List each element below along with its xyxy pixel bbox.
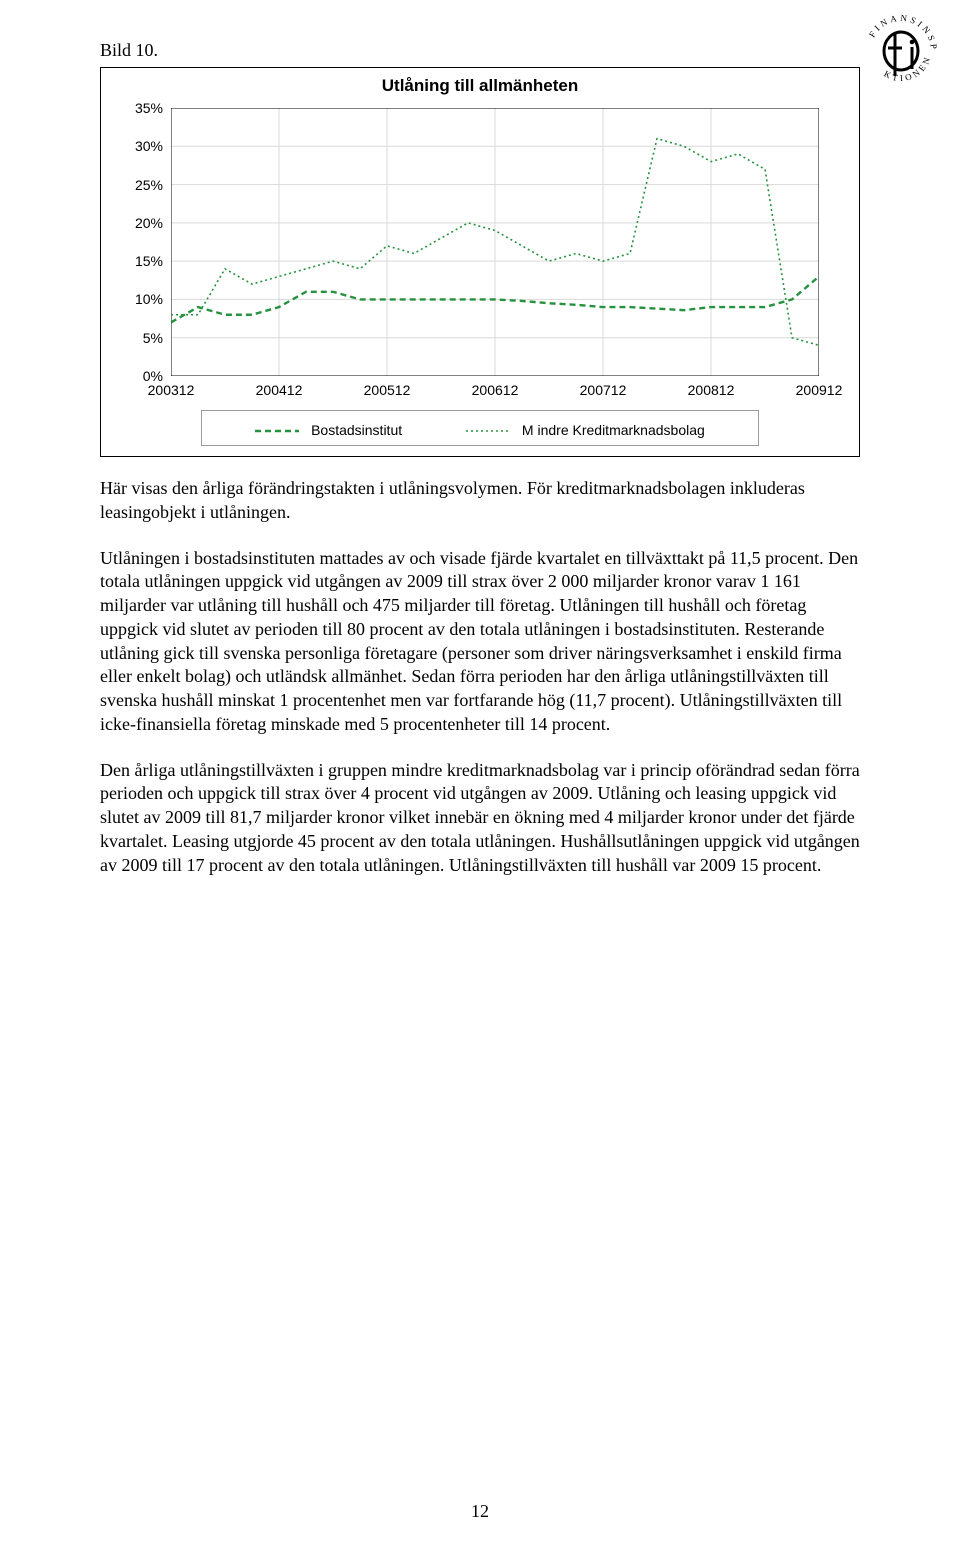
y-tick-label: 25% (135, 177, 163, 193)
para-body-2: Den årliga utlåningstillväxten i gruppen… (100, 759, 860, 878)
x-tick-label: 200612 (472, 382, 519, 398)
x-tick-label: 200412 (256, 382, 303, 398)
x-tick-label: 200712 (580, 382, 627, 398)
y-tick-label: 15% (135, 253, 163, 269)
legend-swatch-mindre (466, 413, 510, 449)
plot-area (171, 108, 819, 376)
figure-label: Bild 10. (100, 40, 860, 61)
y-tick-label: 30% (135, 138, 163, 154)
legend-swatch-bostad (255, 413, 299, 449)
legend-label-mindre: M indre Kreditmarknadsbolag (522, 422, 705, 438)
x-tick-label: 200912 (796, 382, 843, 398)
y-axis: 0%5%10%15%20%25%30%35% (101, 108, 171, 376)
para-body-1: Utlåningen i bostadsinstituten mattades … (100, 547, 860, 737)
x-axis: 2003122004122005122006122007122008122009… (171, 380, 819, 400)
y-tick-label: 20% (135, 215, 163, 231)
chart-container: Utlåning till allmänheten 0%5%10%15%20%2… (100, 67, 860, 457)
chart-title: Utlåning till allmänheten (101, 68, 859, 96)
agency-logo: FINANSINSPE KTIONEN (862, 12, 940, 95)
x-tick-label: 200312 (148, 382, 195, 398)
legend-item-bostad: Bostadsinstitut (255, 412, 402, 449)
para-lead: Här visas den årliga förändringstakten i… (100, 477, 860, 525)
page-number: 12 (0, 1501, 960, 1522)
legend-label-bostad: Bostadsinstitut (311, 422, 402, 438)
x-tick-label: 200812 (688, 382, 735, 398)
y-tick-label: 35% (135, 100, 163, 116)
chart-legend: Bostadsinstitut M indre Kreditmarknadsbo… (201, 410, 759, 446)
legend-item-mindre: M indre Kreditmarknadsbolag (466, 412, 705, 449)
y-tick-label: 10% (135, 291, 163, 307)
x-tick-label: 200512 (364, 382, 411, 398)
y-tick-label: 5% (143, 330, 163, 346)
